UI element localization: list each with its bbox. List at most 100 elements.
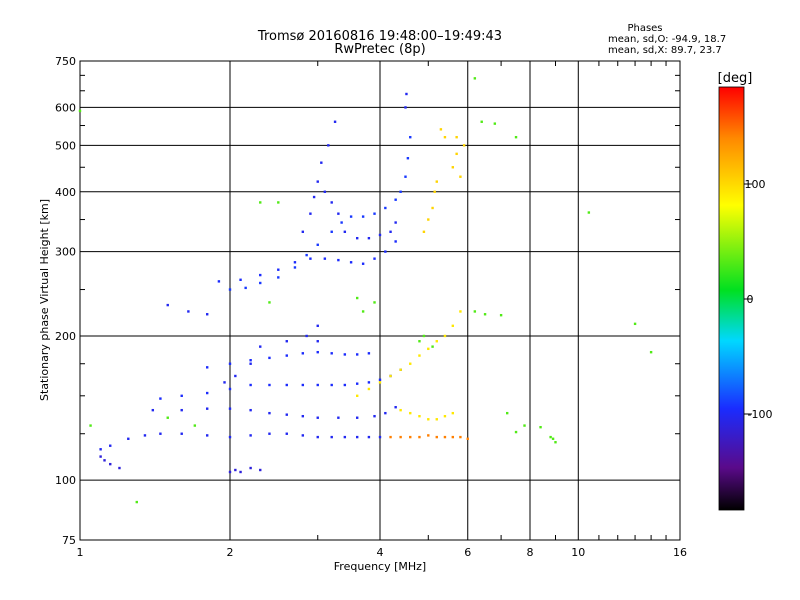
echo-point <box>327 144 330 147</box>
echo-point <box>439 128 443 131</box>
echo-point <box>312 195 316 199</box>
echo-point <box>205 366 209 369</box>
echo-point <box>443 435 447 439</box>
echo-point <box>514 430 518 434</box>
echo-point <box>349 261 353 264</box>
y-tick-label: 600 <box>55 101 76 114</box>
echo-point <box>309 257 312 260</box>
echo-point <box>389 435 392 439</box>
echo-point <box>409 362 412 365</box>
echo-point <box>539 425 542 429</box>
echo-point <box>435 435 438 439</box>
echo-point <box>249 362 252 365</box>
y-tick-label: 100 <box>55 474 76 487</box>
echo-point <box>239 470 242 474</box>
echo-point <box>109 444 112 447</box>
y-tick-label: 300 <box>55 246 76 259</box>
echo-point <box>355 236 359 240</box>
echo-point <box>316 243 319 246</box>
echo-point <box>378 233 382 237</box>
echo-point <box>330 201 333 204</box>
echo-point <box>493 122 497 125</box>
echo-point <box>180 394 183 398</box>
echo-point <box>378 435 382 439</box>
echo-point <box>523 424 526 427</box>
data-points <box>78 77 653 504</box>
echo-point <box>394 240 397 243</box>
echo-point <box>180 408 183 412</box>
echo-point <box>180 432 183 435</box>
y-tick-label: 500 <box>55 139 76 152</box>
echo-point <box>373 212 376 215</box>
colorbar-tick-0: 0 <box>747 293 754 306</box>
echo-point <box>355 435 359 439</box>
echo-point <box>293 266 297 269</box>
echo-point <box>268 301 271 304</box>
echo-point <box>459 310 462 313</box>
echo-point <box>268 432 271 435</box>
echo-point <box>159 397 162 400</box>
echo-point <box>316 340 319 343</box>
echo-point <box>268 356 271 360</box>
echo-point <box>151 408 155 412</box>
echo-point <box>259 468 262 472</box>
echo-point <box>78 109 82 113</box>
colorbar: [deg] 100 0 -100 <box>718 71 773 511</box>
echo-point <box>323 257 327 260</box>
echo-point <box>451 435 455 439</box>
echo-point <box>554 441 557 444</box>
echo-point <box>249 434 252 437</box>
echo-point <box>394 221 397 224</box>
echo-point <box>166 303 169 307</box>
echo-point <box>389 374 392 378</box>
echo-point <box>373 414 376 418</box>
echo-point <box>462 144 466 147</box>
echo-point <box>316 416 319 419</box>
x-tick-label: 4 <box>377 546 384 559</box>
echo-point <box>384 250 387 253</box>
stats-x-line: mean, sd,X: 89.7, 23.7 <box>608 45 722 56</box>
echo-point <box>361 215 365 218</box>
y-tick-label: 200 <box>55 330 76 343</box>
echo-point <box>367 387 371 391</box>
echo-point <box>135 500 138 504</box>
echo-point <box>340 221 343 224</box>
echo-point <box>316 350 319 354</box>
echo-point <box>435 340 438 343</box>
echo-point <box>406 157 410 160</box>
echo-point <box>166 416 169 419</box>
echo-point <box>301 383 305 387</box>
echo-point <box>355 353 359 356</box>
echo-point <box>418 435 421 439</box>
echo-point <box>633 322 637 326</box>
echo-point <box>443 334 447 338</box>
x-tick-label: 6 <box>464 546 471 559</box>
echo-point <box>285 340 288 343</box>
echo-point <box>418 354 421 357</box>
echo-point <box>427 347 430 351</box>
echo-point <box>259 281 262 285</box>
echo-point <box>418 414 421 418</box>
echo-point <box>301 352 305 355</box>
echo-point <box>443 135 447 139</box>
x-tick-label: 8 <box>527 546 534 559</box>
echo-point <box>361 262 365 265</box>
echo-point <box>551 437 555 440</box>
echo-point <box>323 190 327 193</box>
colorbar-tick-minus-100: -100 <box>748 408 773 421</box>
echo-point <box>422 230 426 233</box>
plot-frame: 1 2 4 6 8 10 16 75 100 200 300 400 500 600 750 <box>55 55 687 559</box>
echo-point <box>355 296 359 300</box>
chart-subtitle: RwPretec (8p) <box>334 42 425 57</box>
echo-point <box>205 407 209 410</box>
echo-point <box>443 414 447 418</box>
echo-point <box>268 411 271 415</box>
echo-point <box>228 288 232 291</box>
axis-ticks: 1 2 4 6 8 10 16 75 100 200 300 400 500 600 750 <box>55 55 687 559</box>
x-tick-label: 10 <box>571 546 585 559</box>
chart-title: Tromsø 20160816 19:48:00–19:49:43 <box>257 29 502 44</box>
echo-point <box>399 435 402 439</box>
echo-point <box>343 435 347 439</box>
echo-point <box>301 230 305 233</box>
